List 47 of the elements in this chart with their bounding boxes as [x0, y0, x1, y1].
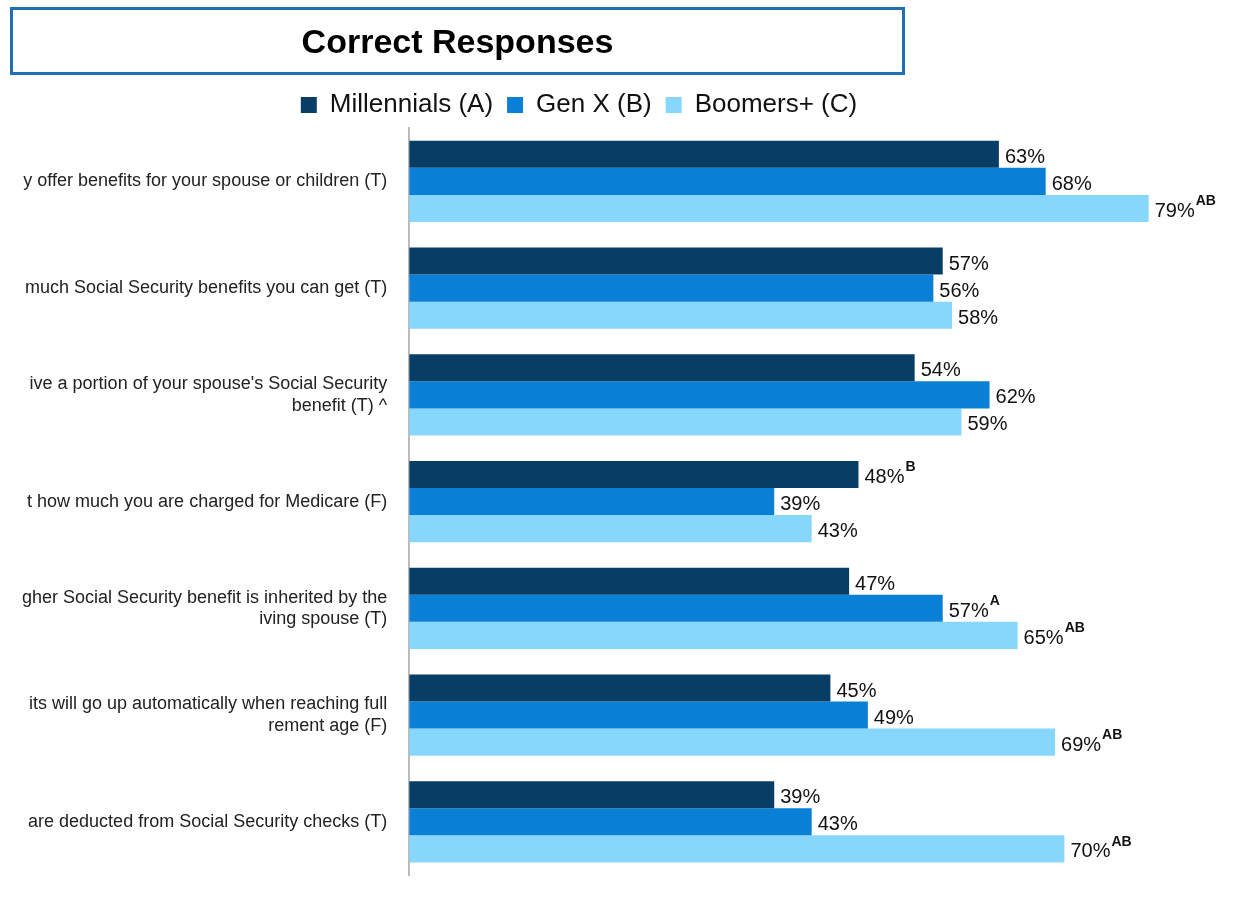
bar: [409, 808, 812, 836]
y-tick-label: its will go up automatically when reaching full rement age (F): [29, 693, 388, 735]
legend-label: Boomers+ (C): [694, 88, 858, 119]
bar: [409, 488, 775, 516]
data-label: 47%: [855, 571, 896, 594]
y-tick-label: y offer benefits for your spouse or children (T): [23, 170, 388, 191]
bar: [409, 354, 915, 382]
data-label: 68%: [1051, 171, 1092, 194]
bar: [409, 301, 953, 329]
bar: [409, 594, 943, 622]
data-label: 58%: [958, 305, 999, 328]
data-label: 39%: [780, 492, 821, 515]
data-label: 63%: [1004, 144, 1046, 167]
data-label: 62%: [995, 385, 1036, 408]
bar: [409, 621, 1018, 649]
bar: [409, 515, 812, 543]
data-label: 54%: [920, 358, 961, 381]
bar: [409, 408, 962, 436]
bar: [409, 167, 1046, 195]
bar: [409, 461, 859, 489]
bar: [409, 674, 831, 702]
bar: [409, 728, 1056, 756]
bar: [409, 835, 1065, 863]
y-tick-label: ive a portion of your spouse's Social Security benefit (T) ^: [29, 373, 388, 415]
chart-title: Correct Responses: [10, 7, 905, 75]
legend-label: Gen X (B): [536, 88, 652, 119]
bar: [409, 781, 775, 809]
data-label: 49%: [873, 705, 915, 728]
bar: [409, 247, 943, 275]
data-label: 43%: [817, 812, 858, 835]
y-tick-label: t how much you are charged for Medicare (F): [27, 490, 388, 511]
bar: [409, 381, 990, 409]
legend-label: Millennials (A): [329, 88, 494, 119]
bar: [409, 194, 1149, 222]
data-label: 45%: [836, 678, 877, 701]
y-tick-label: much Social Security benefits you can get (T): [25, 277, 388, 298]
data-label: 39%: [780, 785, 821, 808]
bar: [409, 567, 850, 595]
data-label: 57%: [948, 251, 989, 274]
y-tick-label: gher Social Security benefit is inherited by the iving spouse (T): [22, 586, 388, 629]
data-label: 43%: [817, 519, 858, 542]
data-label: 56%: [939, 278, 980, 301]
y-tick-label: are deducted from Social Security checks (T): [28, 810, 388, 831]
data-label: 59%: [967, 412, 1008, 435]
bar: [409, 274, 934, 302]
bar: [409, 701, 868, 729]
bar: [409, 140, 999, 168]
